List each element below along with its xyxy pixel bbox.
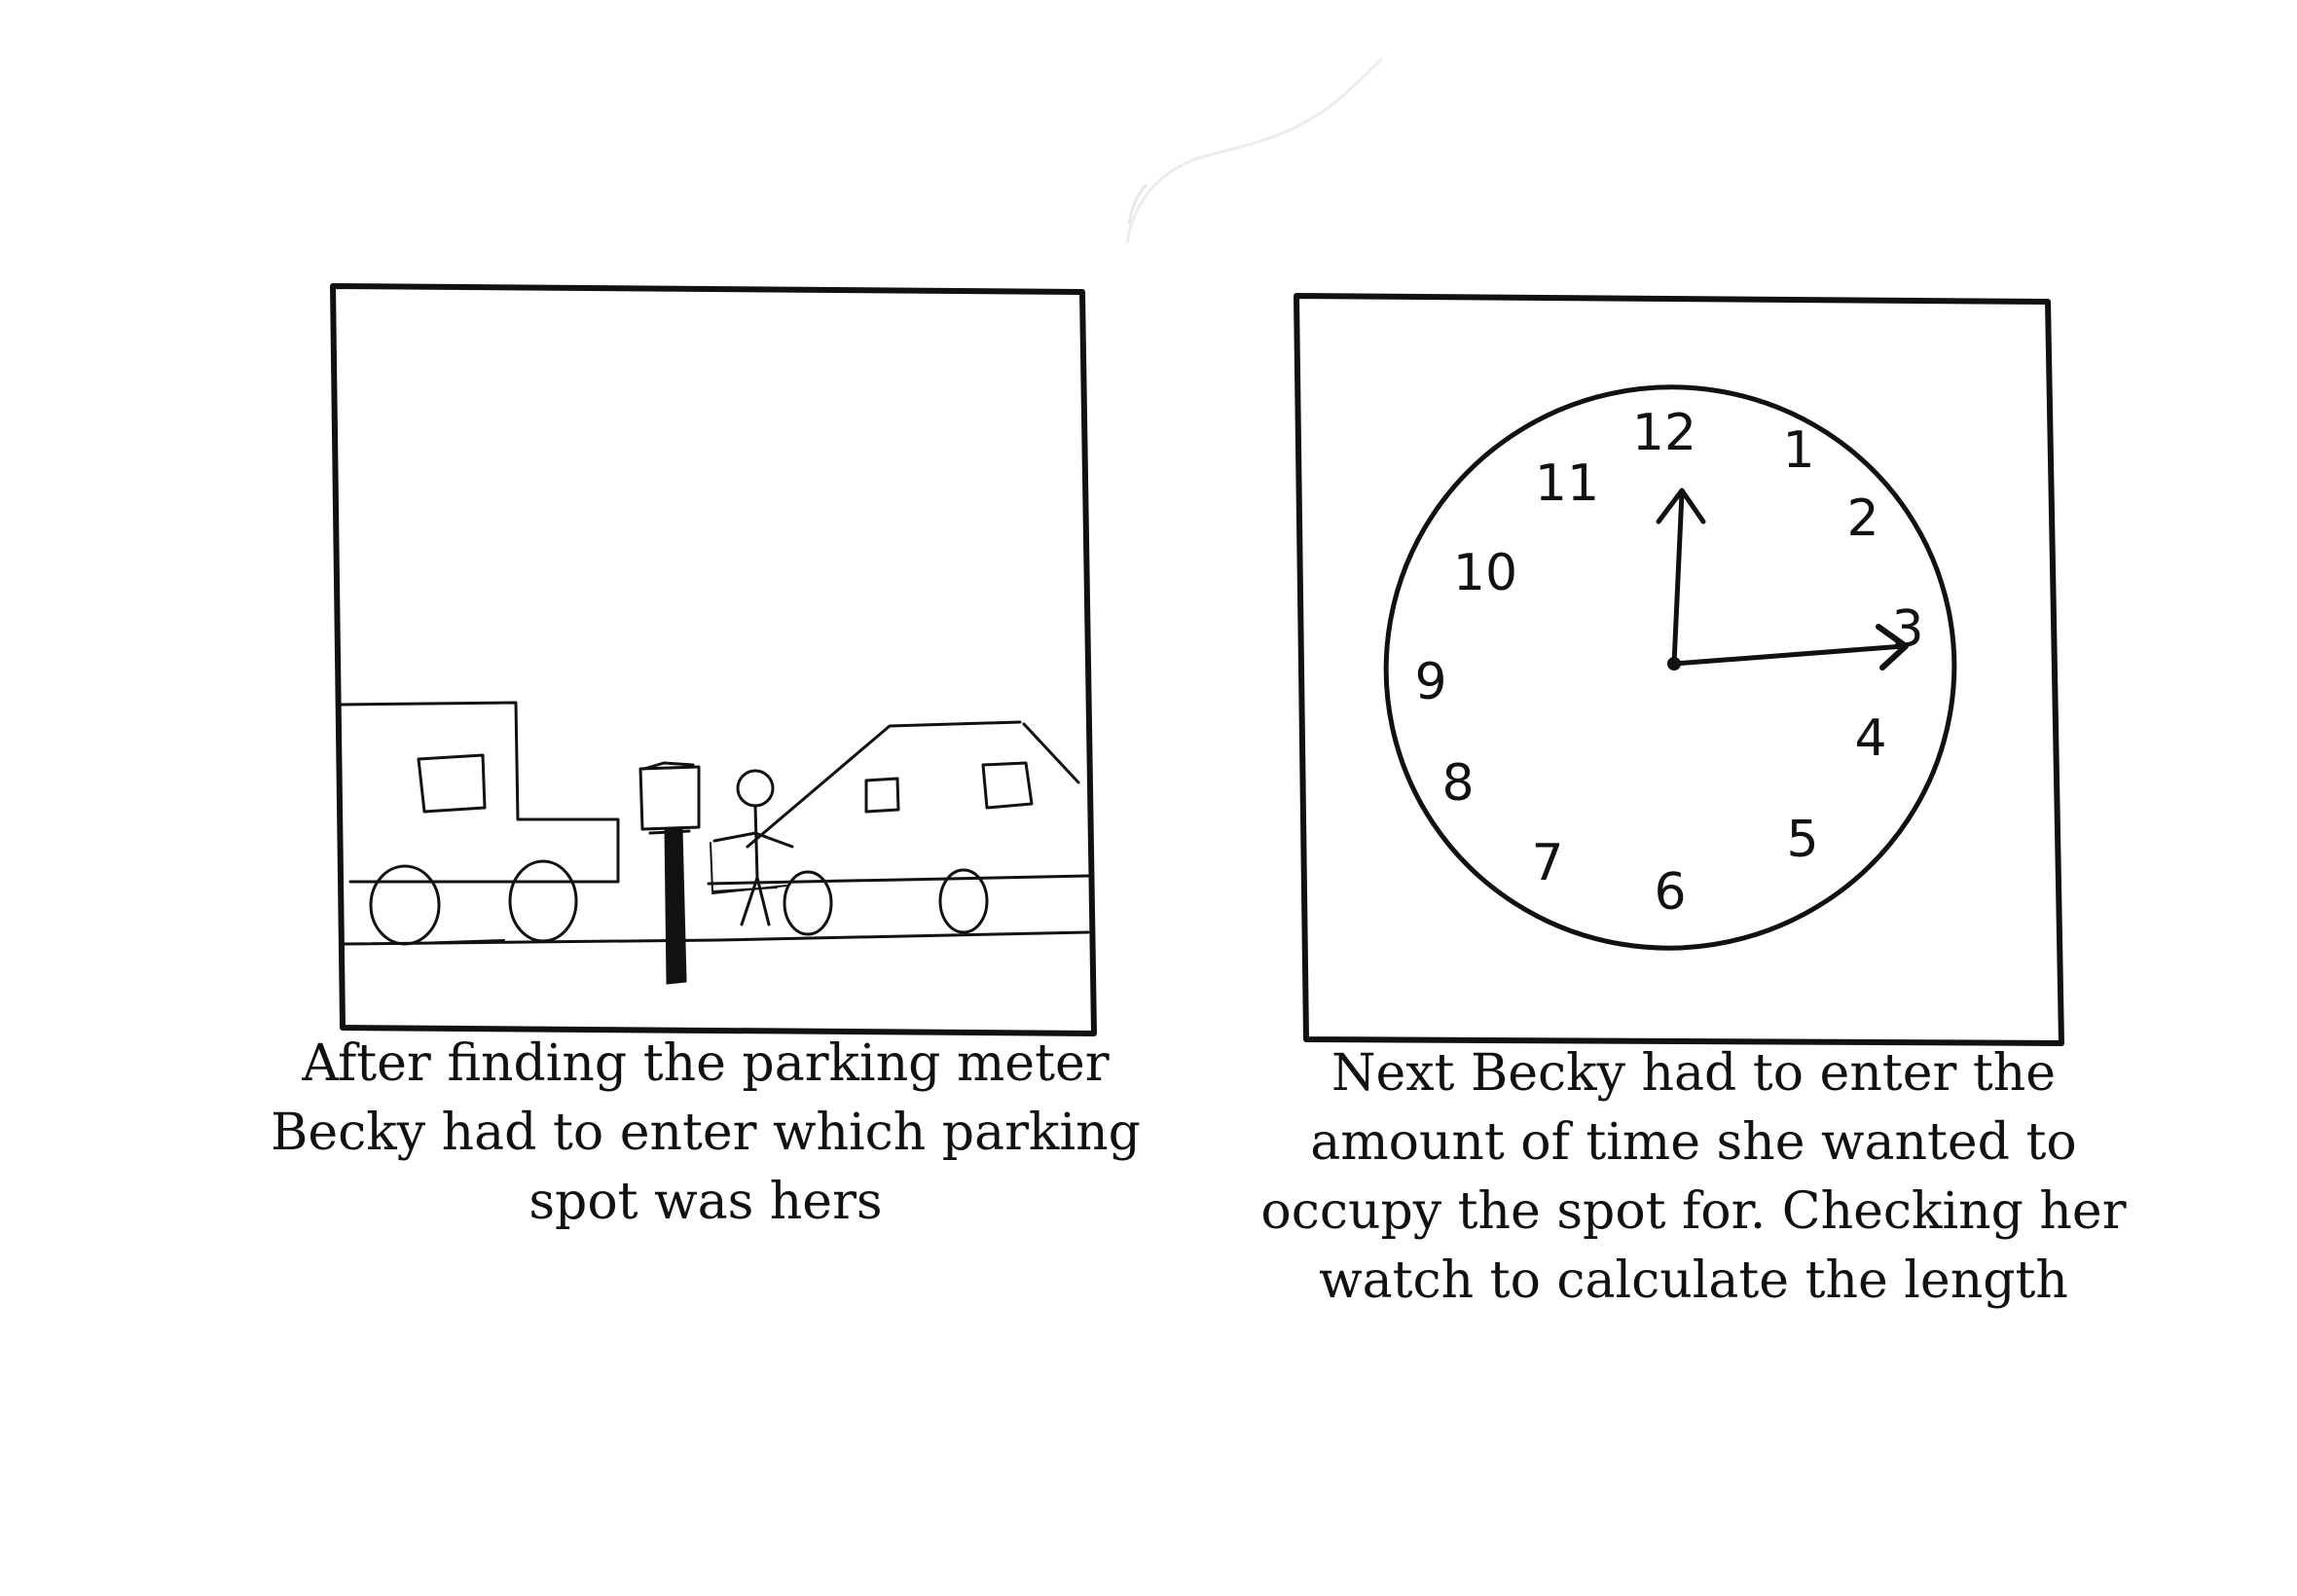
- caption-parking-meter: After finding the parking meter Becky ha…: [271, 1034, 1141, 1231]
- panel-frame: [1294, 293, 2064, 1046]
- clock-numeral: 7: [1531, 834, 1563, 892]
- clock-numerals: 12 1 2 3 4 5 6 7 8 9 10 11: [1414, 404, 1923, 922]
- clock-numeral: 8: [1441, 754, 1474, 813]
- hour-hand-arrowhead: [1876, 624, 1909, 671]
- clock-numeral: 4: [1854, 709, 1886, 768]
- parking-meter-drawing: [638, 761, 701, 985]
- clock-numeral: 9: [1414, 653, 1446, 711]
- truck-drawing: [339, 701, 620, 946]
- clock-numeral: 10: [1453, 544, 1517, 602]
- panel-clock: 12 1 2 3 4 5 6 7 8 9 10 11: [1293, 292, 2064, 1051]
- clock-numeral: 2: [1846, 490, 1878, 548]
- clock-numeral: 1: [1782, 421, 1814, 480]
- clock-center: [1667, 657, 1681, 671]
- stick-figure-becky: [710, 769, 794, 926]
- ground-line: [341, 930, 1090, 946]
- minute-hand: [1671, 490, 1685, 667]
- clock-numeral: 5: [1786, 811, 1818, 869]
- hour-hand: [1671, 643, 1907, 667]
- clock-numeral: 6: [1654, 863, 1686, 922]
- panel-street-scene: [329, 282, 1098, 1041]
- caption-clock: Next Becky had to enter the amount of ti…: [1260, 1044, 2127, 1310]
- car-drawing: [707, 720, 1090, 936]
- clock-face: [1383, 384, 1957, 951]
- clock-hands: [1656, 488, 1909, 671]
- clock-numeral: 11: [1535, 454, 1599, 513]
- clock-numeral: 3: [1891, 600, 1923, 659]
- minute-hand-arrowhead: [1656, 488, 1706, 525]
- panel-frame: [330, 283, 1097, 1036]
- clock-numeral: 12: [1632, 404, 1696, 462]
